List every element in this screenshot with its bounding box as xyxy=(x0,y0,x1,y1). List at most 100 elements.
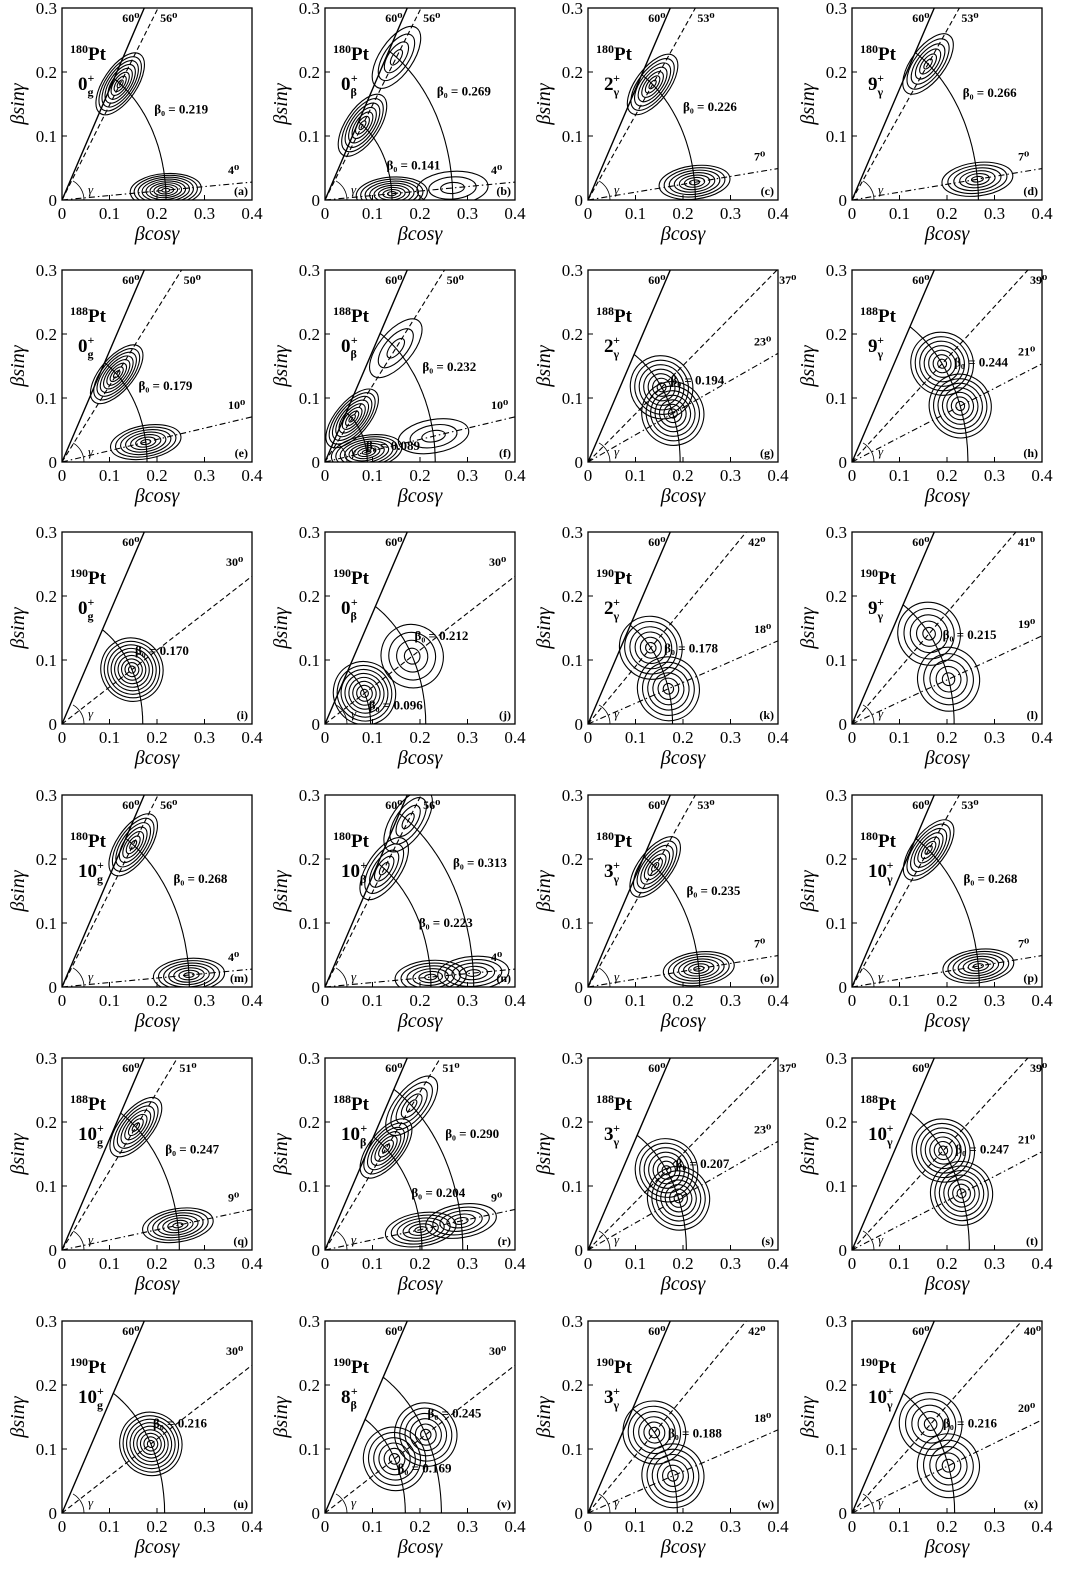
y-axis-label: βsinγ xyxy=(270,869,292,912)
y-axis-label: βsinγ xyxy=(533,606,555,649)
y-tick-label: 0.3 xyxy=(562,1312,583,1331)
gamma-symbol: γ xyxy=(614,444,620,459)
contour-level xyxy=(359,1118,413,1179)
state-label: 10g+ xyxy=(78,1121,104,1149)
y-tick-label: 0 xyxy=(49,191,58,210)
plot-area xyxy=(325,532,515,724)
contour-level xyxy=(647,666,690,711)
x-tick-label: 0.3 xyxy=(194,1517,215,1536)
contour-level xyxy=(644,75,661,94)
gamma-line-60 xyxy=(588,532,671,724)
contour-level xyxy=(340,668,389,718)
gamma-line-60 xyxy=(325,532,408,724)
x-tick-label: 0.1 xyxy=(362,466,383,485)
y-tick-label: 0.3 xyxy=(826,0,847,18)
y-tick-label: 0 xyxy=(312,978,321,997)
contour-level xyxy=(643,1421,666,1444)
line-angle-label: 20⁰ xyxy=(1018,1401,1035,1415)
plot-area xyxy=(852,532,1042,724)
y-tick-label: 0.3 xyxy=(826,1312,847,1331)
panel-letter: (s) xyxy=(761,1234,774,1248)
contour-level xyxy=(386,337,406,359)
x-tick-label: 0.3 xyxy=(984,1254,1005,1273)
line-angle-label: 60⁰ xyxy=(122,273,139,287)
contour-level xyxy=(380,623,444,689)
y-tick-label: 0.2 xyxy=(36,587,57,606)
contour-level xyxy=(962,958,995,974)
y-tick-label: 0.2 xyxy=(36,850,57,869)
y-axis-label: βsinγ xyxy=(533,1395,555,1438)
gamma-line-60 xyxy=(852,795,935,987)
contour-level xyxy=(137,176,194,200)
gamma-angle-arc xyxy=(598,180,611,201)
contour-level xyxy=(335,436,398,462)
x-tick-label: 0.3 xyxy=(457,728,478,747)
x-tick-label: 0.4 xyxy=(504,1254,526,1273)
contour-level xyxy=(400,962,461,987)
contour-level xyxy=(396,1217,445,1242)
x-tick-label: 0 xyxy=(584,204,593,223)
y-tick-label: 0 xyxy=(312,1504,321,1523)
line-angle-label: 7⁰ xyxy=(1018,150,1029,164)
panel-s: 0 0.1 0.2 0.3 0.4 0 0.1 0.2 0.3 βcosγ βsinγ 188Pt 3γ… xyxy=(533,1049,796,1295)
x-axis-label: βcosγ xyxy=(397,223,444,245)
x-tick-label: 0.2 xyxy=(409,204,430,223)
gamma-angle-arc xyxy=(598,1230,611,1251)
contour-level xyxy=(110,71,130,96)
state-label: 10g+ xyxy=(78,858,104,886)
x-tick-label: 0.2 xyxy=(672,1517,693,1536)
contour-level xyxy=(643,1147,690,1194)
contour-level xyxy=(651,1453,695,1498)
minimum-1 xyxy=(942,948,1015,984)
contour-level xyxy=(937,358,948,369)
contour-level xyxy=(125,835,141,855)
y-tick-label: 0.1 xyxy=(562,127,583,146)
gamma-line-60 xyxy=(588,1321,671,1513)
gamma-line-60 xyxy=(62,1321,145,1513)
plot-area xyxy=(62,8,252,200)
line-angle-label: 60⁰ xyxy=(122,1061,139,1075)
x-tick-label: 0.3 xyxy=(720,204,741,223)
x-tick-label: 0.4 xyxy=(241,204,263,223)
x-tick-label: 0.1 xyxy=(362,1517,383,1536)
contour-level xyxy=(677,958,720,979)
state-label: 10γ+ xyxy=(868,858,894,886)
minimum-1 xyxy=(641,1443,705,1509)
y-tick-label: 0.1 xyxy=(36,1177,57,1196)
gamma-line-7 xyxy=(588,955,778,987)
beta0-label: β₀ = 0.235 xyxy=(687,883,741,898)
y-tick-label: 0.2 xyxy=(299,325,320,344)
panel-k: 0 0.1 0.2 0.3 0.4 0 0.1 0.2 0.3 βcosγ βsinγ 190Pt 2γ… xyxy=(533,523,789,769)
x-tick-label: 0 xyxy=(848,991,857,1010)
contour-level xyxy=(363,1122,409,1175)
y-tick-label: 0.1 xyxy=(562,389,583,408)
contour-level xyxy=(100,637,164,702)
x-axis-label: βcosγ xyxy=(134,223,181,245)
x-axis-label: βcosγ xyxy=(924,223,971,245)
contour-level xyxy=(629,626,673,670)
minimum-0 xyxy=(898,1392,963,1457)
line-angle-label: 60⁰ xyxy=(648,273,665,287)
contour-level xyxy=(636,656,700,722)
nucleus-label: 188Pt xyxy=(860,1092,897,1115)
contour-level xyxy=(331,395,373,441)
beta0-label: β₀ = 0.268 xyxy=(174,871,228,886)
x-tick-label: 0.4 xyxy=(241,1517,263,1536)
beta0-label: β₀ = 0.223 xyxy=(419,915,473,930)
contour-level xyxy=(938,1145,949,1156)
gamma-angle-arc xyxy=(335,1493,348,1514)
plot-area xyxy=(588,270,778,462)
beta0-arc xyxy=(902,1392,956,1513)
contour-level xyxy=(915,1122,971,1179)
minimum-0 xyxy=(369,318,423,379)
contour-level xyxy=(120,429,172,456)
gamma-line-4 xyxy=(325,968,515,987)
y-tick-label: 0.2 xyxy=(562,850,583,869)
x-tick-label: 0.1 xyxy=(362,991,383,1010)
minimum-1 xyxy=(916,1433,980,1499)
y-tick-label: 0.3 xyxy=(562,1049,583,1068)
gamma-angle-arc xyxy=(862,1493,875,1514)
panel-letter: (d) xyxy=(1023,184,1038,198)
x-tick-label: 0.3 xyxy=(194,991,215,1010)
gamma-line-60 xyxy=(588,270,671,462)
